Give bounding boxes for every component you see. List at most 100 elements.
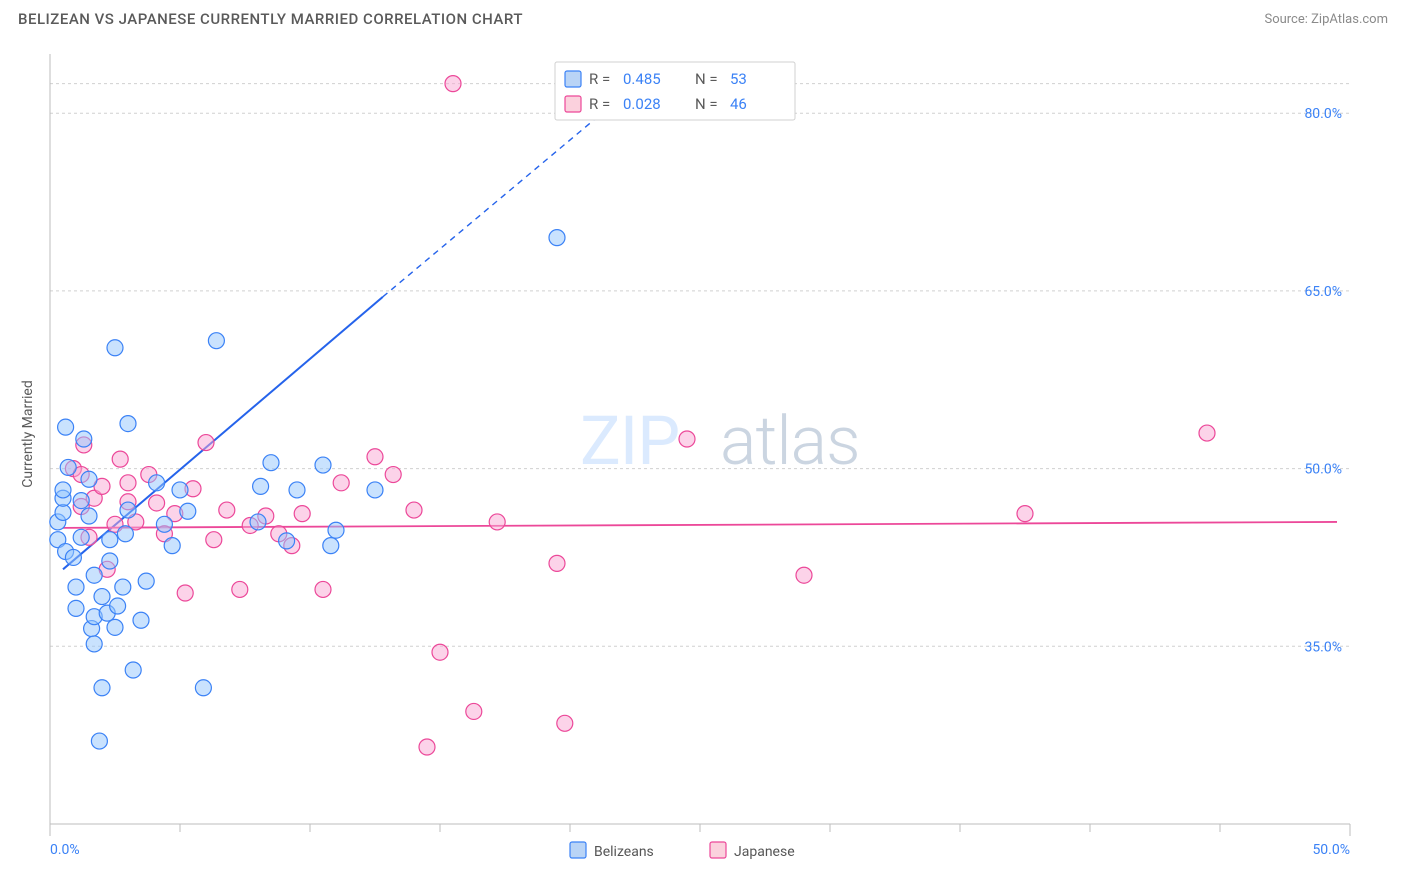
legend-n-belizeans: 53: [730, 70, 747, 88]
point-belizeans: [73, 493, 89, 509]
legend-r-label: R =: [589, 95, 610, 113]
chart-area: Currently Married ZIP atlas 0.0% 50.0% 35.0%…: [0, 34, 1406, 884]
point-belizeans: [68, 600, 84, 616]
point-belizeans: [68, 579, 84, 595]
point-japanese: [445, 76, 461, 92]
point-belizeans: [73, 529, 89, 545]
point-belizeans: [102, 532, 118, 548]
point-belizeans: [76, 431, 92, 447]
legend-swatch-belizeans: [565, 71, 581, 87]
point-belizeans: [102, 553, 118, 569]
legend-label-belizeans: Belizeans: [594, 844, 654, 860]
point-japanese: [333, 475, 349, 491]
point-belizeans: [125, 662, 141, 678]
point-belizeans: [120, 502, 136, 518]
point-japanese: [406, 502, 422, 518]
point-belizeans: [180, 503, 196, 519]
point-belizeans: [138, 573, 154, 589]
chart-source: Source: ZipAtlas.com: [1264, 12, 1388, 27]
point-japanese: [367, 449, 383, 465]
point-belizeans: [172, 482, 188, 498]
point-japanese: [489, 514, 505, 530]
legend-r-belizeans: 0.485: [623, 70, 661, 88]
point-belizeans: [86, 636, 102, 652]
point-belizeans: [94, 680, 110, 696]
point-belizeans: [263, 455, 279, 471]
point-japanese: [432, 644, 448, 660]
point-belizeans: [315, 457, 331, 473]
watermark-icon: atlas: [720, 401, 860, 481]
point-belizeans: [156, 516, 172, 532]
point-japanese: [419, 739, 435, 755]
point-belizeans: [60, 459, 76, 475]
point-belizeans: [81, 471, 97, 487]
legend-n-japanese: 46: [730, 95, 747, 113]
legend-label-japanese: Japanese: [734, 844, 795, 860]
point-japanese: [198, 435, 214, 451]
point-belizeans: [279, 533, 295, 549]
point-japanese: [294, 506, 310, 522]
point-belizeans: [94, 589, 110, 605]
point-belizeans: [91, 733, 107, 749]
point-belizeans: [107, 340, 123, 356]
point-belizeans: [115, 579, 131, 595]
point-japanese: [1017, 506, 1033, 522]
point-japanese: [219, 502, 235, 518]
point-belizeans: [250, 514, 266, 530]
point-belizeans: [164, 538, 180, 554]
trendline-belizeans-dash: [383, 107, 609, 297]
legend-swatch-japanese: [710, 842, 726, 858]
point-belizeans: [55, 482, 71, 498]
x-tick-label: 0.0%: [50, 842, 80, 858]
point-belizeans: [133, 612, 149, 628]
point-japanese: [149, 495, 165, 511]
point-japanese: [315, 581, 331, 597]
y-tick-label: 65.0%: [1304, 284, 1342, 300]
point-japanese: [120, 475, 136, 491]
point-belizeans: [55, 504, 71, 520]
point-belizeans: [289, 482, 305, 498]
point-belizeans: [117, 526, 133, 542]
point-japanese: [1199, 425, 1215, 441]
point-belizeans: [253, 478, 269, 494]
point-belizeans: [149, 475, 165, 491]
point-japanese: [177, 585, 193, 601]
point-japanese: [557, 715, 573, 731]
legend-n-label: N =: [695, 70, 718, 88]
point-japanese: [679, 431, 695, 447]
legend-r-label: R =: [589, 70, 610, 88]
legend-n-label: N =: [695, 95, 718, 113]
point-belizeans: [328, 522, 344, 538]
chart-header: BELIZEAN VS JAPANESE CURRENTLY MARRIED C…: [0, 0, 1406, 34]
y-axis-label: Currently Married: [20, 380, 36, 487]
chart-title: BELIZEAN VS JAPANESE CURRENTLY MARRIED C…: [18, 10, 523, 28]
scatter-chart: ZIP atlas 0.0% 50.0% 35.0% 50.0% 65.0% 80.0% R =…: [0, 34, 1406, 884]
point-japanese: [385, 467, 401, 483]
point-belizeans: [208, 333, 224, 349]
point-japanese: [232, 581, 248, 597]
point-belizeans: [58, 419, 74, 435]
watermark-icon: ZIP: [580, 401, 679, 481]
point-belizeans: [549, 230, 565, 246]
y-tick-label: 80.0%: [1304, 106, 1342, 122]
legend-swatch-belizeans: [570, 842, 586, 858]
point-belizeans: [367, 482, 383, 498]
point-japanese: [549, 555, 565, 571]
legend-r-japanese: 0.028: [623, 95, 661, 113]
point-belizeans: [110, 598, 126, 614]
point-belizeans: [107, 619, 123, 635]
y-tick-label: 50.0%: [1304, 462, 1342, 478]
point-belizeans: [195, 680, 211, 696]
y-tick-label: 35.0%: [1304, 639, 1342, 655]
point-japanese: [206, 532, 222, 548]
point-belizeans: [323, 538, 339, 554]
point-belizeans: [81, 508, 97, 524]
point-japanese: [112, 451, 128, 467]
point-japanese: [466, 703, 482, 719]
point-belizeans: [65, 549, 81, 565]
legend-swatch-japanese: [565, 96, 581, 112]
point-belizeans: [86, 567, 102, 583]
x-tick-label: 50.0%: [1312, 842, 1350, 858]
point-japanese: [796, 567, 812, 583]
point-belizeans: [120, 416, 136, 432]
